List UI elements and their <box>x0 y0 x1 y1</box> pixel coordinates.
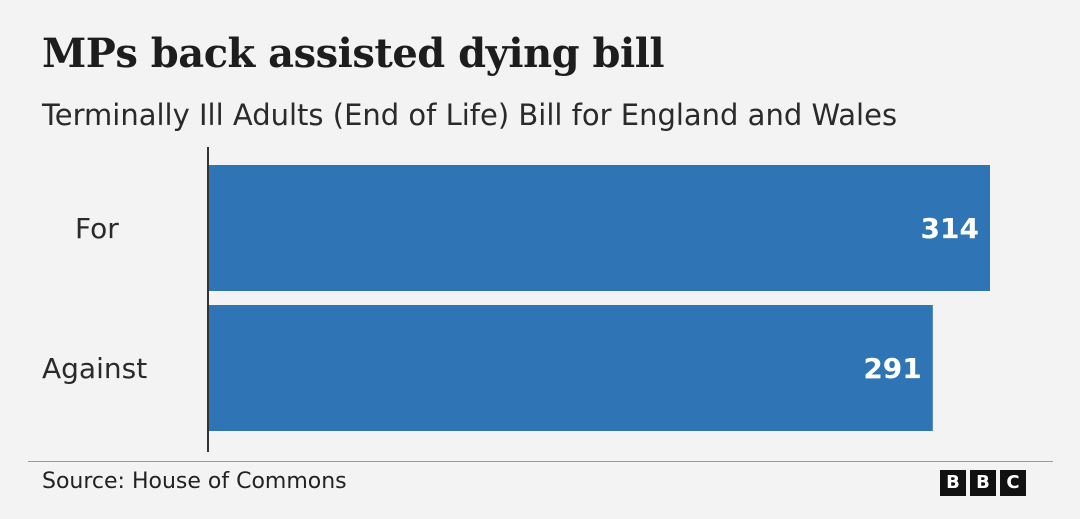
chart-title: MPs back assisted dying bill <box>42 30 665 77</box>
chart-subtitle: Terminally Ill Adults (End of Life) Bill… <box>42 98 898 132</box>
bar-chart: For 314 Against 291 <box>42 147 990 452</box>
bar-against <box>209 305 933 431</box>
data-label-for: 314 <box>921 212 979 245</box>
bar-for <box>209 165 990 291</box>
source-text: Source: House of Commons <box>42 469 347 494</box>
category-label-for: For <box>75 212 119 245</box>
category-label-against: Against <box>42 352 147 385</box>
logo-letter: B <box>970 470 996 496</box>
logo-letter: B <box>940 470 966 496</box>
bars-group: For 314 Against 291 <box>42 165 990 431</box>
bbc-logo: B B C <box>940 470 1026 496</box>
logo-letter: C <box>1000 470 1026 496</box>
data-label-against: 291 <box>863 352 921 385</box>
footer-divider <box>28 461 1053 462</box>
